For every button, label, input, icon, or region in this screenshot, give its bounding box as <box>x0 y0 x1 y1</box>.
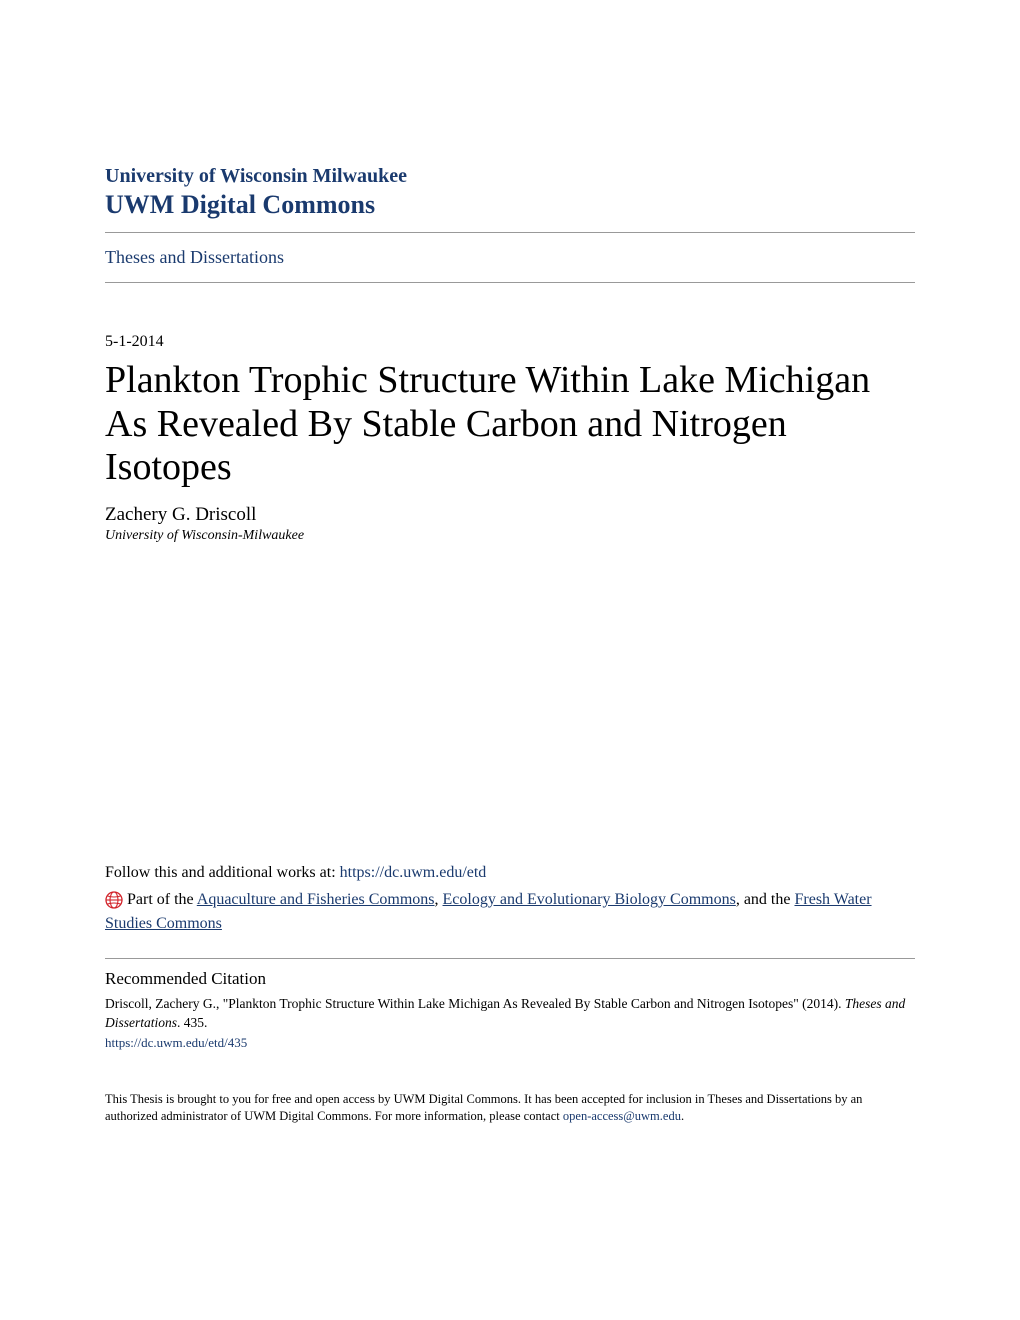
part-of-line: Part of the Aquaculture and Fisheries Co… <box>105 888 915 936</box>
footer-email-link[interactable]: open-access@uwm.edu <box>563 1109 681 1123</box>
collection-link[interactable]: Theses and Dissertations <box>105 233 915 282</box>
digital-commons-title: UWM Digital Commons <box>105 190 915 220</box>
follow-line: Follow this and additional works at: htt… <box>105 864 915 882</box>
repository-header: University of Wisconsin Milwaukee UWM Di… <box>105 165 915 283</box>
author-affiliation: University of Wisconsin-Milwaukee <box>105 528 915 544</box>
citation-part1: Driscoll, Zachery G., "Plankton Trophic … <box>105 996 845 1011</box>
citation-section: Recommended Citation Driscoll, Zachery G… <box>105 958 915 1051</box>
footer-part2: . <box>681 1109 684 1123</box>
footer-part1: This Thesis is brought to you for free a… <box>105 1092 862 1124</box>
footer-text: This Thesis is brought to you for free a… <box>105 1091 915 1126</box>
paper-metadata: 5-1-2014 Plankton Trophic Structure With… <box>105 333 915 544</box>
header-divider-bottom <box>105 282 915 283</box>
citation-text: Driscoll, Zachery G., "Plankton Trophic … <box>105 995 915 1033</box>
commons-link-1[interactable]: Aquaculture and Fisheries Commons <box>197 891 435 908</box>
institution-name: University of Wisconsin Milwaukee <box>105 165 915 188</box>
follow-section: Follow this and additional works at: htt… <box>105 864 915 936</box>
paper-title: Plankton Trophic Structure Within Lake M… <box>105 359 915 490</box>
citation-url-link[interactable]: https://dc.uwm.edu/etd/435 <box>105 1035 915 1051</box>
part-of-prefix: Part of the <box>127 891 197 908</box>
author-name: Zachery G. Driscoll <box>105 504 915 526</box>
publication-date: 5-1-2014 <box>105 333 915 351</box>
sep-1: , <box>435 891 443 908</box>
citation-heading: Recommended Citation <box>105 969 915 989</box>
commons-link-2[interactable]: Ecology and Evolutionary Biology Commons <box>443 891 736 908</box>
network-icon <box>105 891 123 909</box>
follow-prefix: Follow this and additional works at: <box>105 864 340 881</box>
citation-part2: . 435. <box>177 1015 207 1030</box>
sep-2: , and the <box>736 891 795 908</box>
follow-url-link[interactable]: https://dc.uwm.edu/etd <box>340 864 487 881</box>
